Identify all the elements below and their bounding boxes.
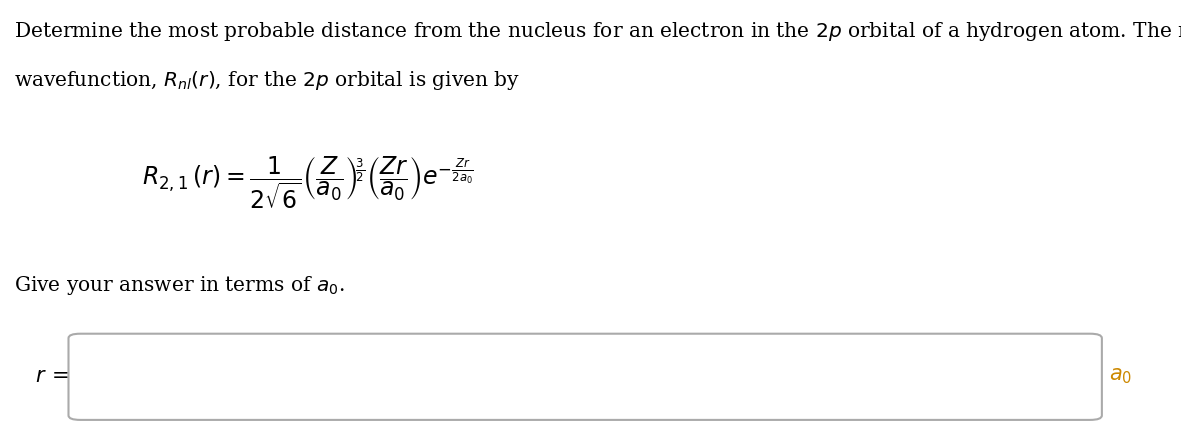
Text: $R_{2,1}\,(r) = \dfrac{1}{2\sqrt{6}}\left(\dfrac{Z}{a_0}\right)^{\!\frac{3}{2}}\: $R_{2,1}\,(r) = \dfrac{1}{2\sqrt{6}}\lef… xyxy=(142,155,474,211)
Text: $a_0$: $a_0$ xyxy=(1109,367,1133,386)
Text: Give your answer in terms of $a_0$.: Give your answer in terms of $a_0$. xyxy=(14,274,345,297)
Text: $r\,=$: $r\,=$ xyxy=(35,367,68,386)
Text: wavefunction, $R_{nl}(r)$, for the $2p$ orbital is given by: wavefunction, $R_{nl}(r)$, for the $2p$ … xyxy=(14,69,520,91)
Text: Determine the most probable distance from the nucleus for an electron in the $2p: Determine the most probable distance fro… xyxy=(14,20,1181,43)
